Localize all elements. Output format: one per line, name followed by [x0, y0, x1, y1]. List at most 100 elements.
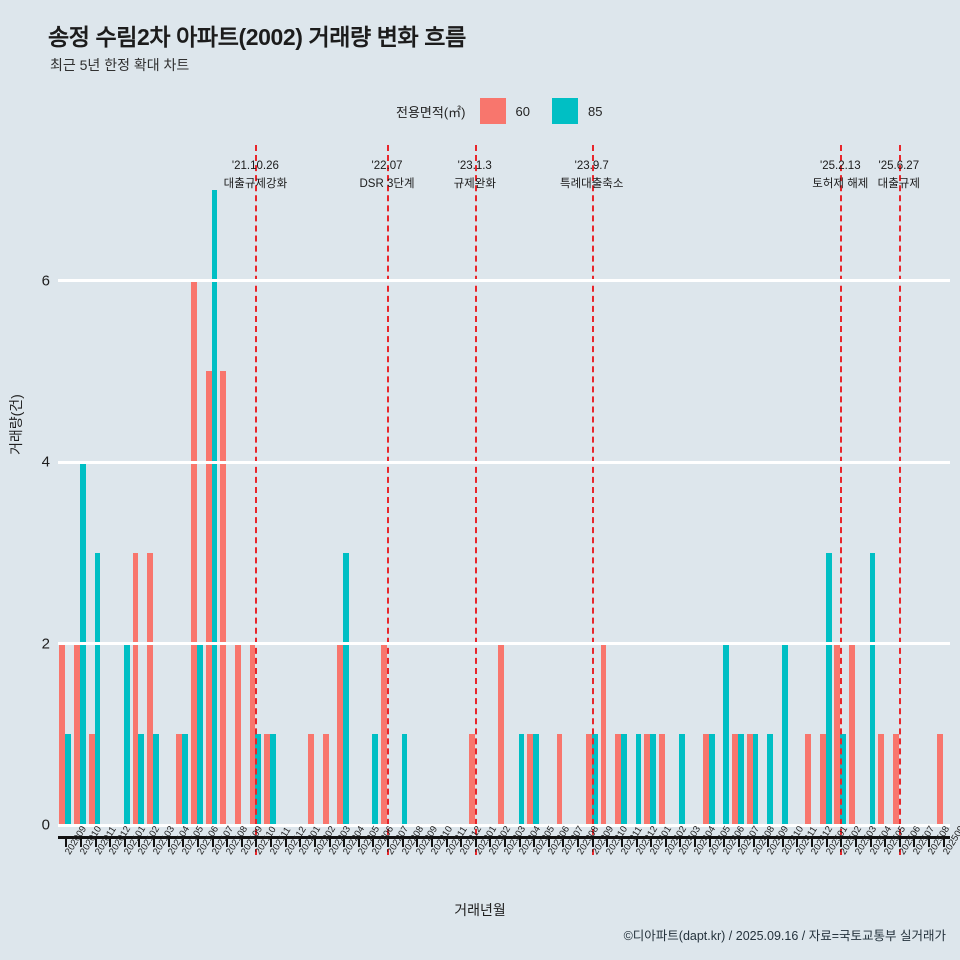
bar[interactable]: [533, 734, 540, 825]
bar[interactable]: [74, 643, 80, 825]
bar[interactable]: [752, 734, 759, 825]
bar[interactable]: [308, 734, 314, 825]
bar[interactable]: [176, 734, 183, 825]
x-tick: [79, 836, 82, 847]
bar[interactable]: [825, 552, 832, 825]
x-tick: [533, 836, 536, 847]
x-tick: [869, 836, 872, 847]
x-tick: [313, 836, 316, 847]
x-tick: [606, 836, 609, 847]
bar[interactable]: [737, 734, 744, 825]
legend-title: 전용면적(㎡): [396, 104, 466, 120]
bar[interactable]: [59, 643, 66, 825]
bar[interactable]: [600, 643, 607, 825]
bar[interactable]: [147, 552, 154, 825]
bar[interactable]: [94, 552, 101, 825]
bar[interactable]: [556, 734, 563, 825]
event-date: '23.9.7: [574, 160, 609, 172]
event-annotation: '25.2.13 토허제 해제: [812, 158, 868, 194]
bar[interactable]: [337, 643, 344, 825]
bar[interactable]: [620, 734, 627, 825]
bar[interactable]: [746, 734, 753, 825]
x-tick: [167, 836, 170, 847]
bar[interactable]: [878, 734, 885, 825]
bar[interactable]: [196, 643, 203, 825]
x-tick: [372, 836, 375, 847]
x-tick: [577, 836, 580, 847]
bar[interactable]: [372, 734, 379, 825]
bar[interactable]: [518, 734, 525, 825]
bar[interactable]: [498, 643, 504, 825]
bar[interactable]: [468, 734, 475, 825]
gridline: [58, 279, 950, 283]
x-tick: [664, 836, 667, 847]
bar[interactable]: [585, 734, 592, 825]
bar[interactable]: [270, 734, 276, 825]
bar[interactable]: [869, 552, 876, 825]
bar[interactable]: [840, 734, 847, 825]
bar[interactable]: [849, 643, 855, 825]
gridline: [58, 823, 950, 827]
legend-label-60: 60: [515, 103, 530, 119]
bar[interactable]: [936, 734, 943, 825]
bar[interactable]: [132, 552, 139, 825]
bar[interactable]: [255, 734, 262, 825]
bar[interactable]: [138, 734, 145, 825]
event-label: 대출규제: [877, 177, 920, 190]
x-tick: [430, 836, 433, 847]
event-annotation: '21.10.26 대출규제강화: [224, 158, 287, 194]
x-tick: [737, 836, 740, 847]
bar[interactable]: [88, 734, 95, 825]
bar[interactable]: [679, 734, 686, 825]
bar[interactable]: [708, 734, 715, 825]
bar[interactable]: [65, 734, 72, 825]
x-tick: [196, 836, 199, 847]
bar[interactable]: [211, 190, 218, 825]
bar[interactable]: [644, 734, 651, 825]
y-tick-label: 2: [41, 635, 50, 653]
bar[interactable]: [527, 734, 534, 825]
bar[interactable]: [264, 734, 271, 825]
event-line: [255, 145, 258, 855]
bar[interactable]: [234, 643, 241, 825]
bar[interactable]: [123, 643, 130, 825]
bar[interactable]: [182, 734, 189, 825]
bar[interactable]: [702, 734, 709, 825]
bar[interactable]: [767, 734, 774, 825]
bar[interactable]: [591, 734, 598, 825]
bar[interactable]: [191, 280, 197, 825]
x-tick: [752, 836, 755, 847]
bar[interactable]: [322, 734, 329, 825]
bar[interactable]: [249, 643, 256, 825]
x-tick: [240, 836, 243, 847]
x-tick: [153, 836, 156, 847]
legend-label-85: 85: [587, 103, 603, 119]
bar[interactable]: [805, 734, 812, 825]
bar[interactable]: [635, 734, 642, 825]
x-tick: [299, 836, 302, 847]
x-tick: [226, 836, 229, 847]
bar[interactable]: [834, 643, 841, 825]
bar[interactable]: [781, 643, 788, 825]
bar[interactable]: [723, 643, 730, 825]
bar[interactable]: [381, 643, 387, 825]
bar[interactable]: [220, 371, 227, 825]
bar[interactable]: [401, 734, 408, 825]
bar[interactable]: [615, 734, 621, 825]
chart-legend: 전용면적(㎡) 60 85: [396, 98, 602, 124]
bar[interactable]: [153, 734, 159, 825]
bar[interactable]: [892, 734, 899, 825]
bar[interactable]: [205, 371, 212, 825]
bar[interactable]: [343, 552, 349, 825]
y-tick-label: 4: [41, 453, 50, 471]
bar[interactable]: [819, 734, 826, 825]
x-tick: [884, 836, 887, 847]
x-tick: [460, 836, 463, 847]
bar[interactable]: [659, 734, 665, 825]
x-tick: [504, 836, 506, 847]
bar[interactable]: [732, 734, 738, 825]
x-tick: [182, 836, 185, 847]
x-tick: [138, 836, 141, 847]
bar[interactable]: [650, 734, 657, 825]
y-tick-label: 0: [41, 816, 50, 834]
